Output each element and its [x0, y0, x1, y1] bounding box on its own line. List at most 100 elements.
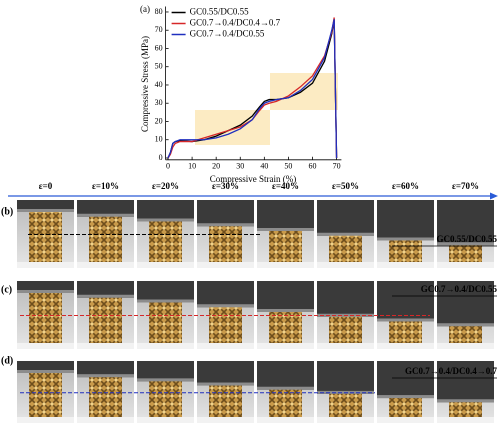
bottom-platen: [197, 417, 254, 423]
x-axis-label: Compressive Strain (%): [210, 174, 296, 184]
platen-edge: [377, 318, 434, 322]
platen-edge: [17, 209, 74, 212]
y-tick-label: 60: [155, 43, 163, 52]
top-platen: [77, 281, 134, 298]
y-tick-label: 20: [155, 116, 163, 125]
sample: [29, 212, 62, 262]
top-platen: [317, 200, 374, 236]
panel-label: (a): [140, 4, 150, 14]
strain-label: ε=60%: [392, 181, 419, 191]
platen-edge: [197, 223, 254, 227]
sample: [269, 389, 302, 417]
y-tick-label: 70: [155, 25, 163, 34]
x-tick-label: 70: [333, 162, 341, 171]
top-platen: [317, 361, 374, 394]
top-platen: [137, 361, 194, 382]
platen-edge: [377, 237, 434, 241]
top-platen: [137, 200, 194, 222]
sample: [209, 307, 242, 343]
row-label: (c): [1, 284, 12, 295]
top-platen: [377, 361, 434, 399]
data-line: [167, 19, 338, 159]
x-tick-label: 30: [236, 162, 244, 171]
platen-edge: [77, 213, 134, 217]
bottom-platen: [77, 343, 134, 349]
platen-edge: [77, 294, 134, 298]
sample-name: GC0.7→0.4/DC0.4→0.7: [405, 366, 497, 376]
sample: [449, 245, 482, 262]
platen-edge: [437, 242, 494, 246]
sample: [209, 385, 242, 417]
row-label: (d): [1, 355, 13, 366]
bottom-platen: [377, 262, 434, 268]
bottom-platen: [137, 417, 194, 423]
sample: [389, 321, 422, 343]
bottom-platen: [17, 417, 74, 423]
platen-edge: [377, 395, 434, 399]
sample: [269, 312, 302, 343]
bottom-platen: [317, 417, 374, 423]
top-platen: [77, 361, 134, 378]
platen-edge: [257, 309, 314, 312]
platen-edge: [77, 374, 134, 378]
sample: [149, 302, 182, 343]
bottom-platen: [437, 417, 494, 423]
sample: [89, 377, 122, 417]
top-platen: [197, 200, 254, 227]
bottom-platen: [437, 262, 494, 268]
sample: [389, 240, 422, 262]
x-tick-label: 50: [284, 162, 292, 171]
y-tick-label: 10: [155, 135, 163, 144]
sample: [89, 297, 122, 343]
top-platen: [377, 200, 434, 241]
top-platen: [257, 281, 314, 312]
top-platen: [437, 200, 494, 246]
sample-name: GC0.55/DC0.55: [437, 234, 498, 244]
bottom-platen: [257, 262, 314, 268]
platen-edge: [257, 228, 314, 231]
platen-edge: [437, 323, 494, 327]
top-platen: [197, 361, 254, 386]
sample: [449, 326, 482, 343]
y-axis-label: Compressive Stress (MPa): [140, 36, 150, 132]
strain-label: ε=50%: [332, 181, 359, 191]
platen-edge: [197, 382, 254, 386]
legend-label: GC0.7→0.4/DC0.55: [190, 29, 265, 39]
x-tick-label: 0: [166, 162, 170, 171]
bottom-platen: [17, 343, 74, 349]
platen-edge: [17, 370, 74, 373]
bottom-platen: [317, 343, 374, 349]
y-tick-label: 40: [155, 80, 163, 89]
platen-edge: [17, 290, 74, 293]
top-platen: [77, 200, 134, 217]
bottom-platen: [197, 262, 254, 268]
strain-label: ε=30%: [212, 181, 239, 191]
y-tick-label: 30: [155, 98, 163, 107]
top-platen: [137, 281, 194, 303]
strain-label: ε=10%: [92, 181, 119, 191]
row-label: (b): [1, 206, 13, 217]
x-tick-label: 40: [260, 162, 268, 171]
sample: [149, 381, 182, 417]
sample: [209, 226, 242, 262]
bottom-platen: [197, 343, 254, 349]
platen-edge: [137, 378, 194, 382]
top-platen: [317, 281, 374, 317]
y-tick-label: 0: [159, 153, 163, 162]
bottom-platen: [317, 262, 374, 268]
x-tick-label: 20: [212, 162, 220, 171]
x-tick-label: 60: [309, 162, 317, 171]
sample: [329, 316, 362, 343]
platen-edge: [137, 218, 194, 222]
sample: [329, 393, 362, 417]
top-platen: [197, 281, 254, 308]
strain-label: ε=70%: [452, 181, 479, 191]
sample: [329, 235, 362, 262]
top-platen: [257, 200, 314, 231]
bottom-platen: [257, 417, 314, 423]
bottom-platen: [77, 262, 134, 268]
strain-label: ε=0: [39, 181, 53, 191]
x-tick-label: 10: [188, 162, 196, 171]
